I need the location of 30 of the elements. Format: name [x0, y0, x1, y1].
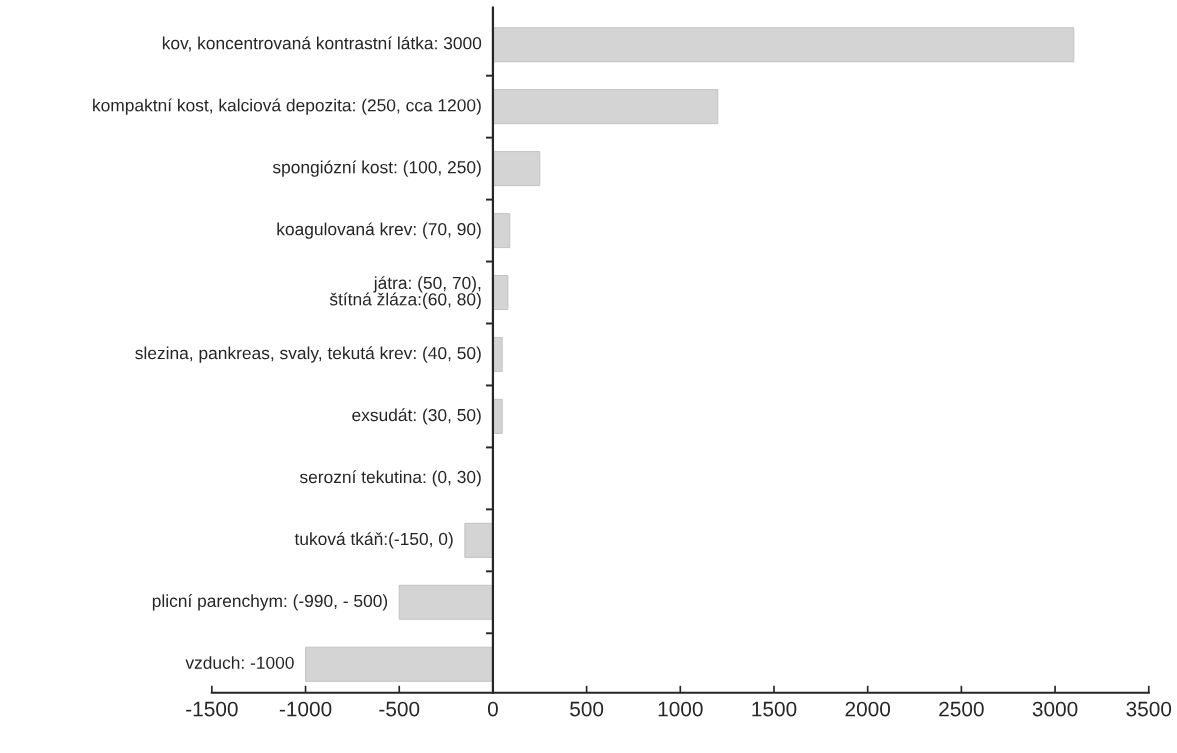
x-tick-label: 2000 — [845, 701, 891, 717]
x-tick-label: -1500 — [186, 701, 238, 717]
x-tick-label: 0 — [487, 701, 498, 717]
bar — [492, 27, 1075, 63]
bar — [398, 584, 494, 620]
y-tick-label: kompaktní kost, kalciová depozita: (250, cca 1200) — [93, 98, 481, 115]
bar — [464, 522, 494, 558]
bar — [305, 646, 494, 682]
y-tick-label: tuková tkáň:(-150, 0) — [294, 532, 453, 549]
bar — [492, 275, 509, 310]
x-tick-label: -1000 — [279, 701, 332, 717]
bar — [492, 213, 511, 249]
y-tick-label: vzduch: -1000 — [185, 656, 294, 669]
y-tick-label: spongiózní kost: (100, 250) — [272, 160, 481, 177]
y-tick-label: plicní parenchym: (-990, - 500) — [152, 594, 388, 611]
x-tick-label: -500 — [379, 701, 420, 717]
x-tick-label: 500 — [570, 701, 604, 717]
x-tick-label: 2500 — [939, 701, 984, 717]
x-tick-label: 1000 — [658, 701, 703, 717]
y-tick-label: slezina, pankreas, svaly, tekutá krev: (40, 50) — [135, 346, 481, 363]
x-tick-label: 3500 — [1126, 701, 1172, 717]
y-tick-label: koagulovaná krev: (70, 90) — [277, 222, 481, 239]
y-tick-label: serozní tekutina: (0, 30) — [299, 470, 481, 487]
x-tick-label: 1500 — [752, 701, 797, 717]
bar — [492, 89, 719, 125]
y-tick-label: exsudát: (30, 50) — [352, 408, 481, 425]
y-tick-label: kov, koncentrovaná kontrastní látka: 3000 — [162, 36, 482, 52]
y-tick-label: játra: (50, 70), štítná žláza:(60, 80) — [329, 276, 481, 309]
x-tick-label: 3000 — [1032, 701, 1078, 717]
bar — [492, 151, 541, 187]
